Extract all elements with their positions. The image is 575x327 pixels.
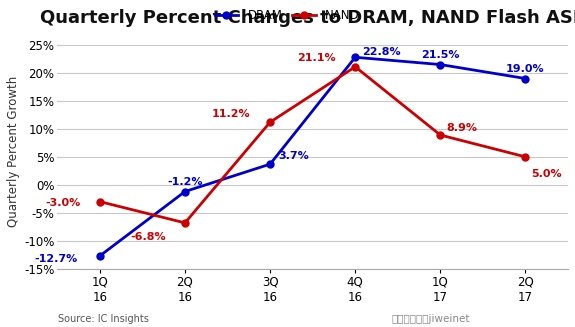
Text: 8.9%: 8.9%: [446, 123, 477, 133]
Text: 21.1%: 21.1%: [297, 53, 336, 63]
Text: 3.7%: 3.7%: [278, 151, 309, 161]
NAND: [352, 65, 359, 69]
Line: DRAM: DRAM: [97, 54, 529, 259]
Text: -12.7%: -12.7%: [34, 254, 78, 264]
DRAM: [522, 77, 529, 80]
DRAM: [182, 190, 189, 194]
DRAM: [267, 162, 274, 166]
NAND: [97, 200, 104, 204]
DRAM: [437, 62, 444, 66]
Text: -3.0%: -3.0%: [45, 198, 80, 208]
Text: 11.2%: 11.2%: [212, 109, 251, 119]
DRAM: [352, 55, 359, 59]
Legend: DRAM, NAND: DRAM, NAND: [214, 9, 359, 22]
Text: 21.5%: 21.5%: [421, 50, 459, 60]
Text: 22.8%: 22.8%: [362, 47, 401, 57]
Line: NAND: NAND: [97, 63, 529, 226]
Text: Source: IC Insights: Source: IC Insights: [58, 314, 148, 324]
NAND: [267, 120, 274, 124]
Title: Quarterly Percent Changes to DRAM, NAND Flash ASP: Quarterly Percent Changes to DRAM, NAND …: [40, 9, 575, 27]
Text: 19.0%: 19.0%: [506, 64, 545, 74]
Y-axis label: Quarterly Percent Growth: Quarterly Percent Growth: [7, 76, 20, 227]
DRAM: [97, 254, 104, 258]
NAND: [182, 221, 189, 225]
NAND: [522, 155, 529, 159]
Text: -1.2%: -1.2%: [167, 177, 203, 187]
Text: 集微网微信：jiweinet: 集微网微信：jiweinet: [391, 314, 470, 324]
Text: 5.0%: 5.0%: [531, 168, 562, 179]
NAND: [437, 133, 444, 137]
Text: -6.8%: -6.8%: [130, 232, 166, 242]
